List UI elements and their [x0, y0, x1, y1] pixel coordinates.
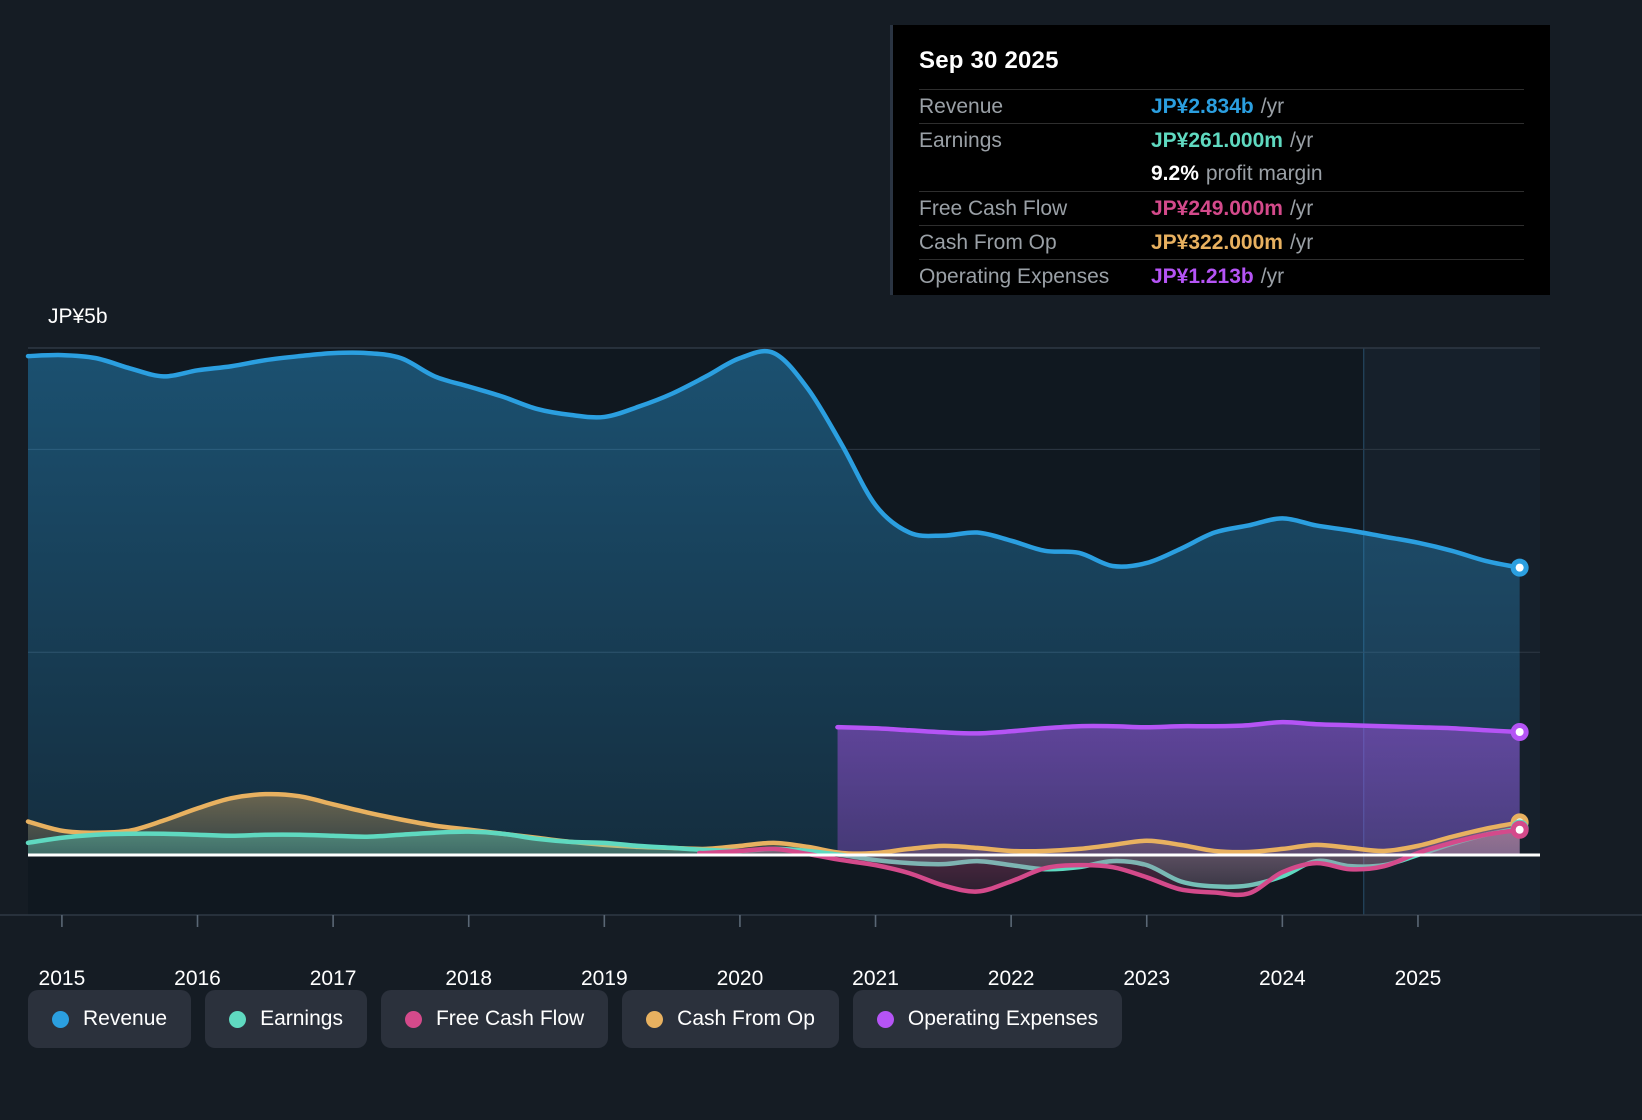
x-axis-tick-2023: 2023: [1123, 967, 1171, 990]
tooltip-row-earnings: Earnings JP¥261.000m /yr: [919, 123, 1524, 157]
legend-color-dot-icon: [876, 1010, 894, 1028]
tooltip-value-cash-from-op: JP¥322.000m: [1151, 230, 1283, 254]
series-endpoint-marker: [1510, 558, 1529, 577]
tooltip-value-revenue: JP¥2.834b: [1151, 94, 1254, 118]
y-axis-label-top: JP¥5b: [48, 305, 108, 328]
legend-item-label: Cash From Op: [677, 1007, 815, 1030]
tooltip-value-profit-margin: 9.2%: [1151, 162, 1199, 185]
chart-tooltip: Sep 30 2025 Revenue JP¥2.834b /yr Earnin…: [890, 25, 1550, 295]
tooltip-row-revenue: Revenue JP¥2.834b /yr: [919, 89, 1524, 123]
chart-legend: Revenue Earnings Free Cash Flow Cash From O…: [28, 990, 1123, 1048]
legend-item-earnings[interactable]: Earnings: [205, 990, 367, 1048]
series-endpoint-marker: [1510, 820, 1529, 839]
tooltip-label-operating-expenses: Operating Expenses: [919, 264, 1110, 288]
tooltip-value-earnings: JP¥261.000m: [1151, 128, 1283, 152]
x-axis-tick-2025: 2025: [1394, 967, 1442, 990]
tooltip-date: Sep 30 2025: [919, 47, 1059, 74]
tooltip-unit-revenue: /yr: [1260, 94, 1285, 118]
tooltip-label-revenue: Revenue: [919, 94, 1004, 118]
legend-item-operating-expenses[interactable]: Operating Expenses: [852, 990, 1123, 1048]
legend-color-dot-icon: [646, 1010, 664, 1028]
legend-color-dot-icon: [229, 1010, 247, 1028]
series-operating-expenses: [835, 719, 1522, 855]
tooltip-row-profit-margin: 9.2% profit margin: [919, 157, 1524, 191]
x-axis-tick-2020: 2020: [716, 967, 764, 990]
legend-item-label: Earnings: [260, 1007, 343, 1030]
tooltip-row-operating-expenses: Operating Expenses JP¥1.213b /yr: [919, 259, 1524, 293]
tooltip-label-earnings: Earnings: [919, 128, 1002, 152]
legend-item-free-cash-flow[interactable]: Free Cash Flow: [380, 990, 609, 1048]
tooltip-unit-earnings: /yr: [1289, 128, 1314, 152]
tooltip-unit-free-cash-flow: /yr: [1289, 196, 1314, 220]
legend-item-cash-from-op[interactable]: Cash From Op: [622, 990, 839, 1048]
tooltip-label-cash-from-op: Cash From Op: [919, 230, 1057, 254]
legend-item-label: Free Cash Flow: [435, 1007, 585, 1030]
x-axis-tick-2018: 2018: [445, 967, 493, 990]
x-axis-tick-2022: 2022: [987, 967, 1035, 990]
x-axis-tick-2016: 2016: [174, 967, 221, 990]
legend-color-dot-icon: [52, 1010, 69, 1028]
x-axis-tick-2019: 2019: [580, 967, 628, 990]
x-axis-tick-2024: 2024: [1258, 967, 1306, 990]
series-endpoint-marker: [1510, 723, 1529, 742]
legend-item-label: Operating Expenses: [907, 1007, 1099, 1030]
x-axis: 2015 2016 2017 2018 2019 2020 2021 2022 2023 2024…: [0, 955, 1642, 995]
tooltip-unit-cash-from-op: /yr: [1289, 230, 1314, 254]
legend-color-dot-icon: [404, 1010, 422, 1028]
x-axis-tick-2021: 2021: [852, 967, 899, 990]
tooltip-unit-operating-expenses: /yr: [1260, 264, 1285, 288]
tooltip-label-profit-margin: profit margin: [1205, 162, 1323, 185]
x-axis-tick-2015: 2015: [38, 967, 86, 990]
tooltip-value-operating-expenses: JP¥1.213b: [1151, 264, 1254, 288]
legend-item-label: Revenue: [83, 1007, 168, 1030]
tooltip-row-free-cash-flow: Free Cash Flow JP¥249.000m /yr: [919, 191, 1524, 225]
tooltip-label-free-cash-flow: Free Cash Flow: [919, 196, 1068, 220]
tooltip-row-cash-from-op: Cash From Op JP¥322.000m /yr: [919, 225, 1524, 259]
tooltip-value-free-cash-flow: JP¥249.000m: [1151, 196, 1283, 220]
x-axis-tick-2017: 2017: [309, 967, 357, 990]
legend-item-revenue[interactable]: Revenue: [28, 990, 192, 1048]
